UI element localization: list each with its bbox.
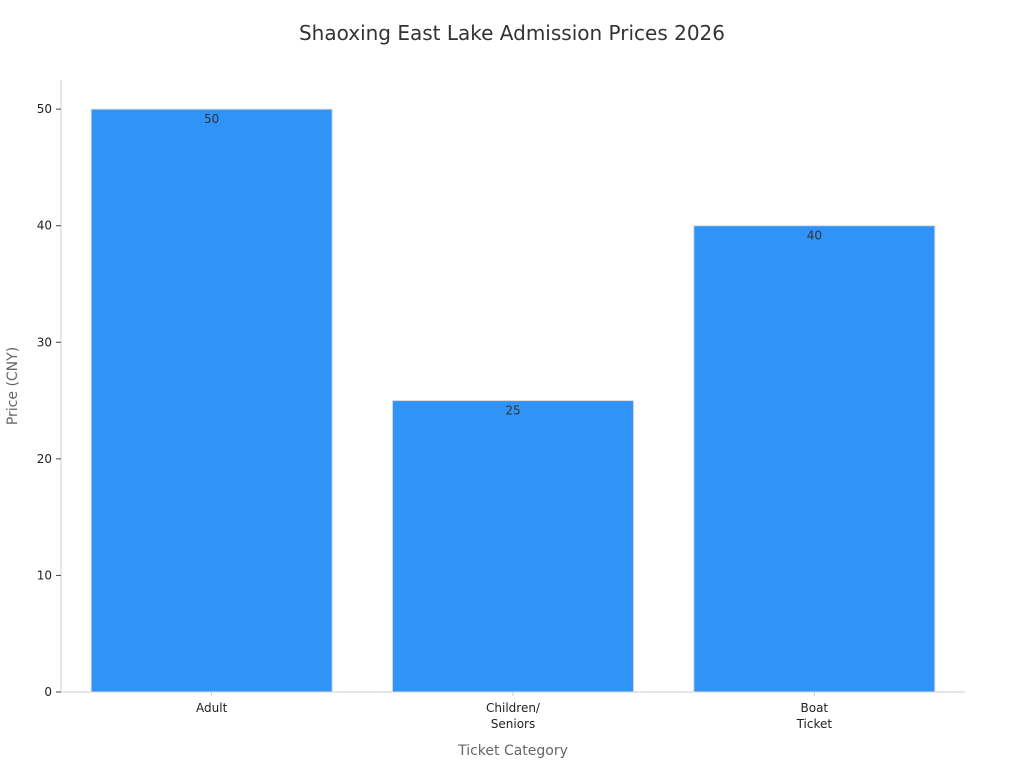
data-label-adult: 50 (204, 112, 219, 126)
data-label-children-seniors: 25 (505, 404, 520, 418)
y-tick-group: 0 10 20 30 40 50 (37, 102, 61, 699)
y-tick-label-20: 20 (37, 452, 52, 466)
y-tick-label-50: 50 (37, 102, 52, 116)
bar-boat-ticket (693, 225, 936, 693)
y-tick-label-40: 40 (37, 219, 52, 233)
y-axis-title: Price (CNY) (5, 347, 21, 425)
bar-adult (90, 108, 333, 693)
x-axis-title: Ticket Category (457, 743, 568, 759)
bar-series (90, 108, 936, 693)
x-tick-label-boat-ticket: Boat Ticket (796, 701, 833, 731)
data-label-group: 50 25 40 (204, 112, 822, 417)
bar-children-seniors (391, 400, 635, 693)
x-tick-group: Adult Children/Seniors Boat Ticket (196, 692, 832, 731)
y-tick-label-30: 30 (37, 335, 52, 349)
y-tick-label-0: 0 (44, 685, 52, 699)
x-tick-label-adult: Adult (196, 701, 228, 715)
chart-title: Shaoxing East Lake Admission Prices 2026 (299, 21, 725, 45)
x-tick-label-children-seniors: Children/Seniors (486, 701, 541, 731)
data-label-boat-ticket: 40 (807, 229, 822, 243)
y-tick-label-10: 10 (37, 568, 52, 582)
